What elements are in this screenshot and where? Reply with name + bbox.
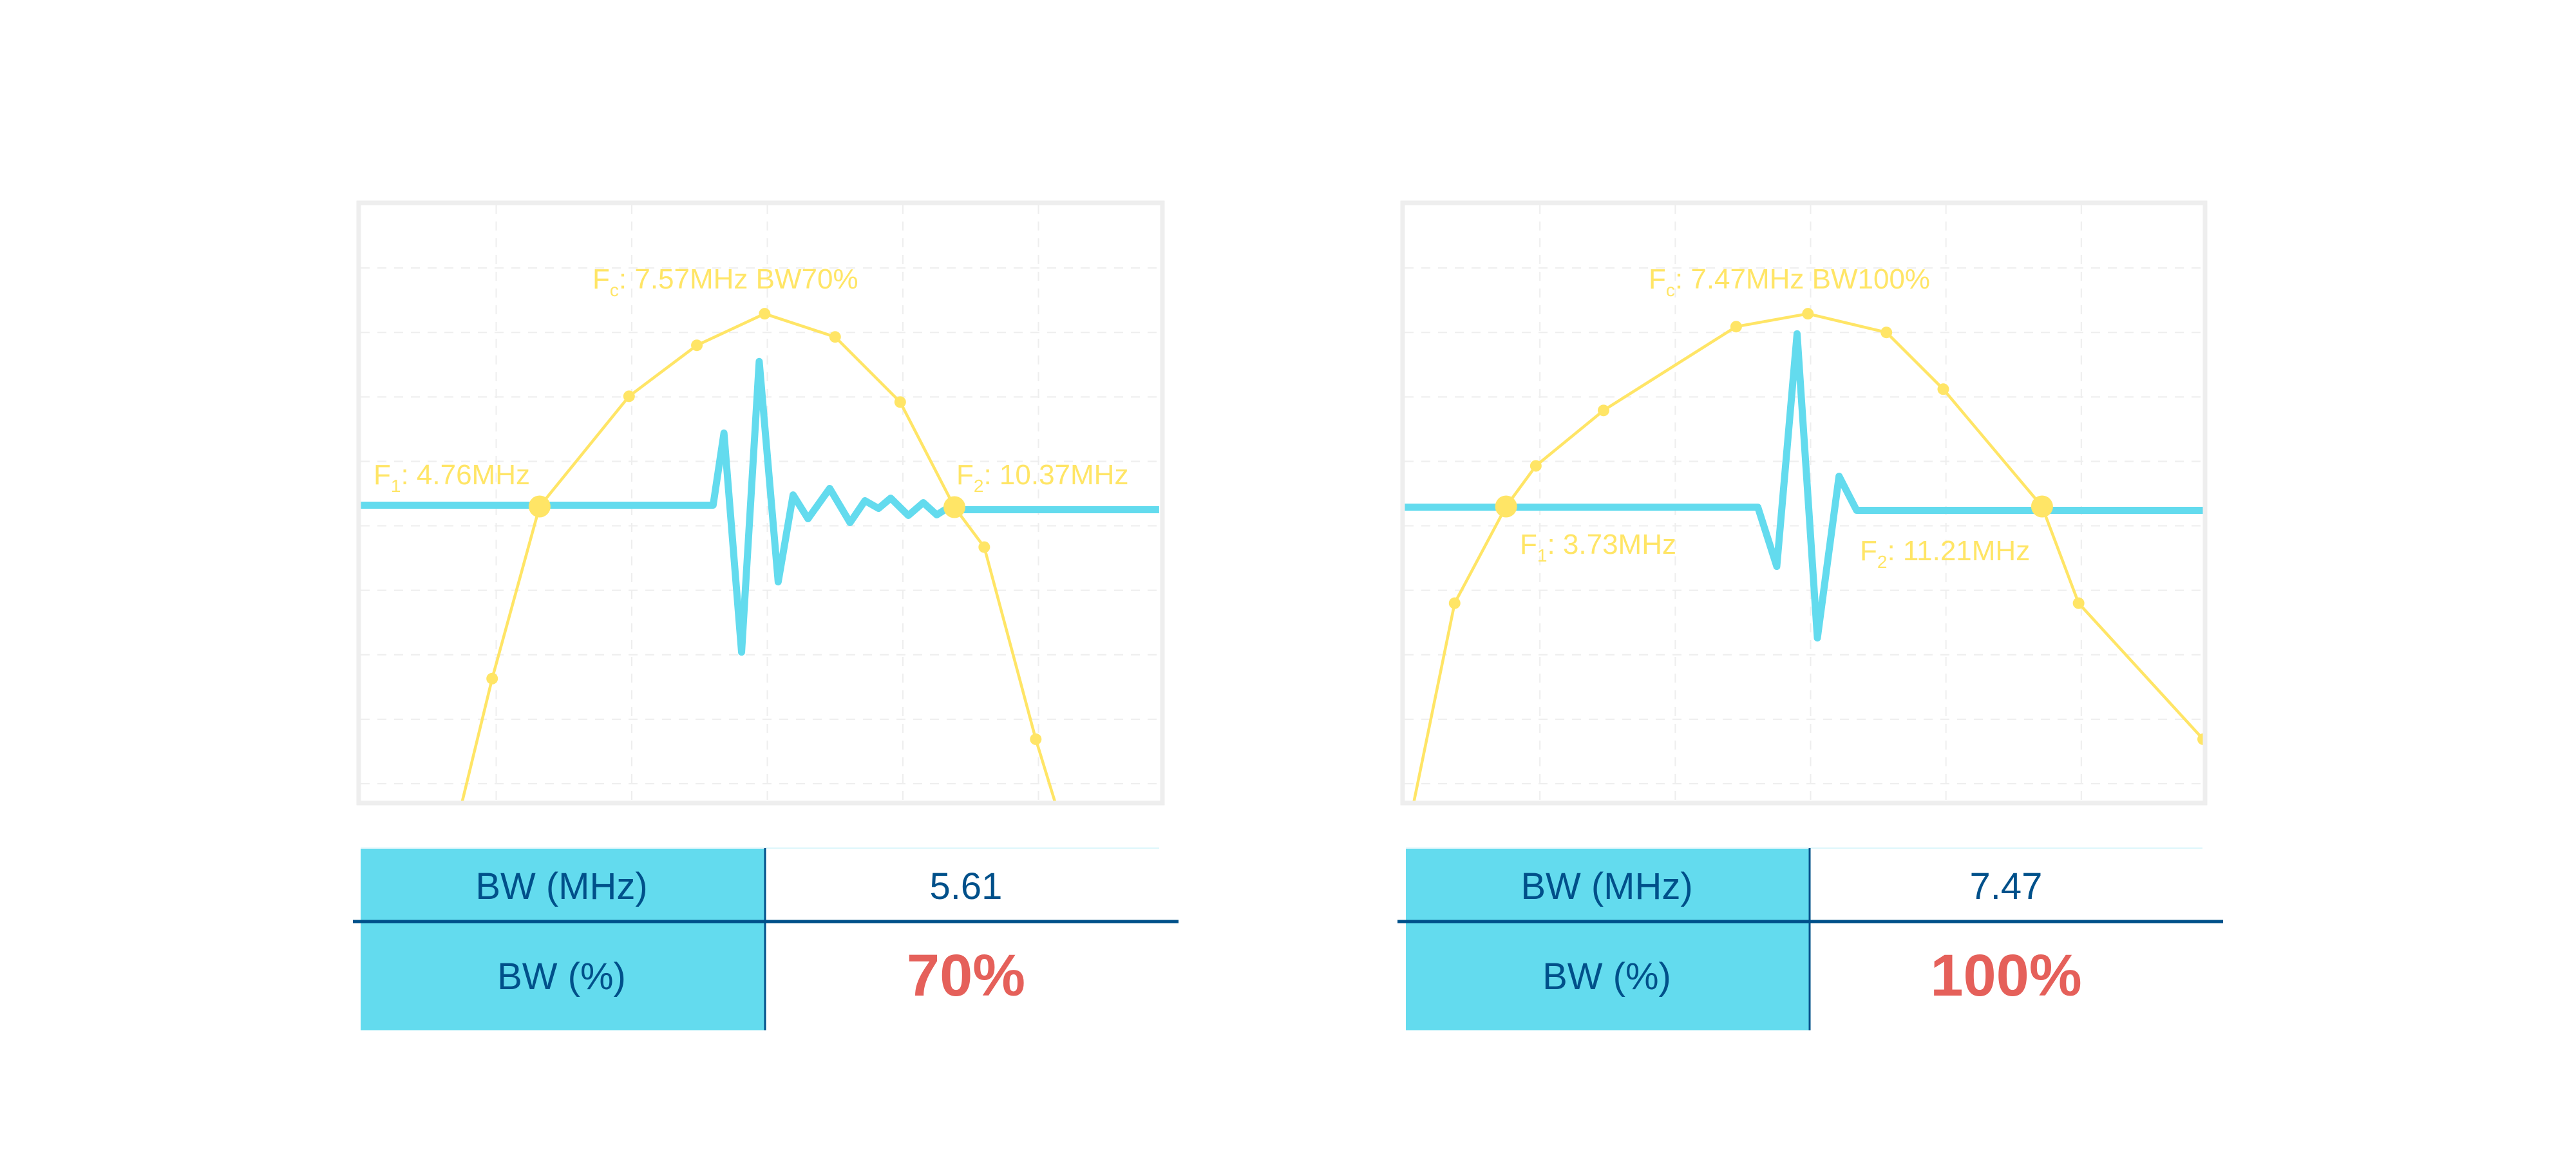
f1-label: F1: 4.76MHz (374, 459, 530, 496)
row2-label: BW (%) (497, 956, 626, 998)
f2-label: F2: 10.37MHz (956, 459, 1128, 496)
response-point (759, 308, 771, 320)
plot-area (1405, 308, 2203, 801)
row2-value: 70% (907, 943, 1025, 1008)
bandwidth-table (1397, 847, 2223, 1030)
row2-label: BW (%) (1542, 956, 1671, 998)
response-point (1880, 326, 1893, 339)
response-point (1802, 308, 1814, 320)
row1-value: 7.47 (1970, 866, 2043, 907)
pulse-waveform-line (1405, 330, 2203, 642)
f1-label: F1: 3.73MHz (1520, 529, 1676, 565)
chart-body (356, 200, 1165, 806)
f2-label: F2: 11.21MHz (1860, 535, 2030, 572)
cutoff-point (1495, 495, 1517, 518)
row1-value: 5.61 (930, 866, 1003, 907)
fc-label: Fc: 7.57MHz BW70% (592, 263, 858, 300)
response-point (2197, 733, 2203, 745)
chart-frame (1400, 200, 2208, 806)
fc-label: Fc: 7.47MHz BW100% (1649, 263, 1930, 300)
row1-label: BW (MHz) (1520, 866, 1692, 907)
response-point (1730, 321, 1742, 333)
response-point (1937, 383, 1949, 395)
response-point (978, 541, 990, 553)
row2-value: 100% (1930, 943, 2081, 1008)
response-point (1597, 404, 1609, 417)
plot-area (361, 308, 1159, 801)
panel-left: Fc: 7.57MHz BW70% F1: 4.76MHz F2: 10.37M… (353, 200, 1179, 1030)
response-point (2072, 597, 2085, 609)
cutoff-point (528, 495, 551, 518)
panel-right: Fc: 7.47MHz BW100% F1: 3.73MHz F2: 11.21… (1397, 200, 2223, 1030)
bandwidth-table (353, 847, 1179, 1030)
response-point (829, 331, 841, 343)
response-point (894, 396, 906, 408)
response-point (1030, 733, 1042, 745)
frequency-response-line (1412, 312, 2203, 801)
response-point (691, 339, 703, 352)
response-point (486, 672, 498, 685)
row1-label: BW (MHz) (475, 866, 647, 907)
response-point (1530, 460, 1542, 472)
table-header-cell (1406, 848, 1810, 1030)
cutoff-point (2031, 495, 2053, 518)
response-point (1448, 597, 1461, 609)
table-header-cell (361, 848, 765, 1030)
frequency-response-line (460, 312, 1056, 801)
response-point (623, 390, 635, 402)
cutoff-point (943, 496, 966, 518)
chart-frame (356, 200, 1165, 806)
chart-body (1400, 200, 2208, 806)
pulse-waveform-line (361, 357, 1159, 656)
